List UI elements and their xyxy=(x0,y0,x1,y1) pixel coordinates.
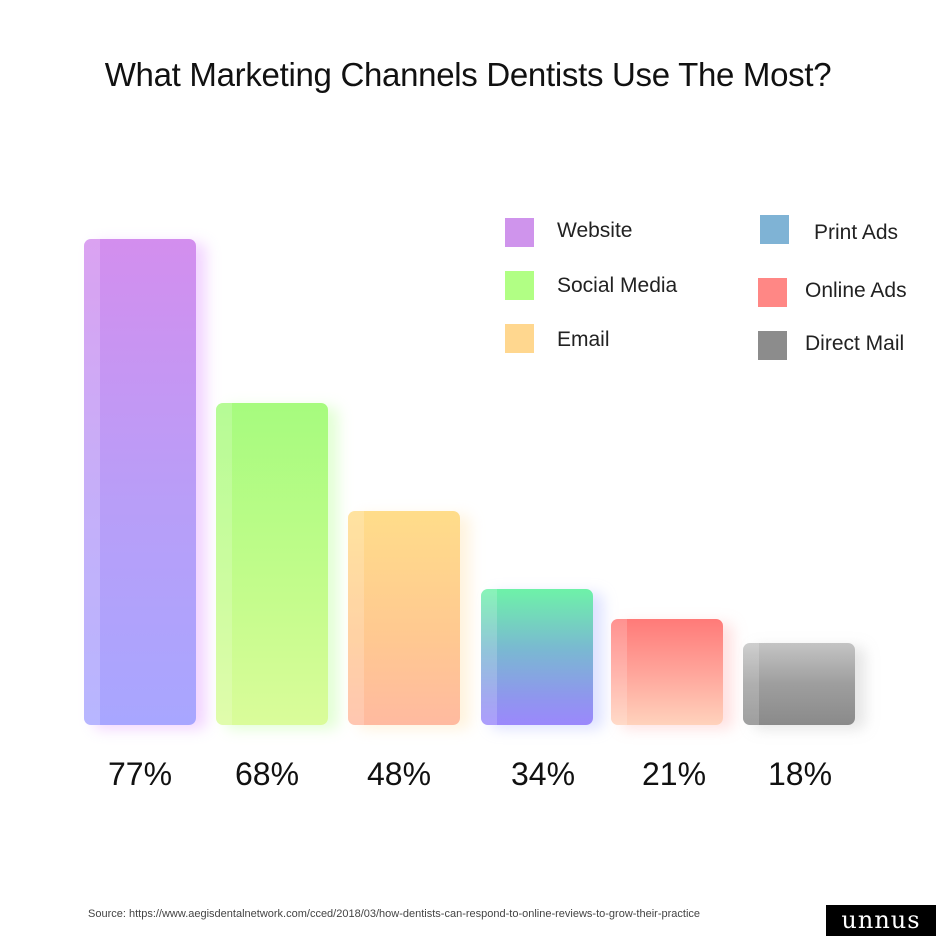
legend-swatch-online-ads xyxy=(758,278,787,307)
legend-label-email: Email xyxy=(557,328,610,351)
legend-swatch-direct-mail xyxy=(758,331,787,360)
bar-website xyxy=(84,239,196,725)
bar-online-ads xyxy=(611,619,723,725)
value-label-direct-mail: 18% xyxy=(767,756,833,792)
value-label-print-ads: 34% xyxy=(510,756,576,792)
bar-email xyxy=(348,511,460,725)
legend-swatch-social-media xyxy=(505,271,534,300)
value-label-email: 48% xyxy=(366,756,432,792)
source-citation: Source: https://www.aegisdentalnetwork.c… xyxy=(88,908,701,920)
value-label-online-ads: 21% xyxy=(641,756,707,792)
legend-label-direct-mail: Direct Mail xyxy=(805,332,905,355)
bar-direct-mail xyxy=(743,643,855,725)
brand-logo: unnus xyxy=(826,905,936,936)
legend-label-online-ads: Online Ads xyxy=(805,279,907,302)
value-label-website: 77% xyxy=(107,756,173,792)
bar-social-media xyxy=(216,403,328,725)
legend-swatch-website xyxy=(505,218,534,247)
chart-title: What Marketing Channels Dentists Use The… xyxy=(104,56,832,93)
bar-print-ads xyxy=(481,589,593,725)
value-label-social-media: 68% xyxy=(234,756,300,792)
legend-swatch-print-ads xyxy=(760,215,789,244)
legend-swatch-email xyxy=(505,324,534,353)
legend-label-social-media: Social Media xyxy=(557,274,678,297)
legend-label-print-ads: Print Ads xyxy=(814,221,899,244)
legend-label-website: Website xyxy=(557,219,633,242)
